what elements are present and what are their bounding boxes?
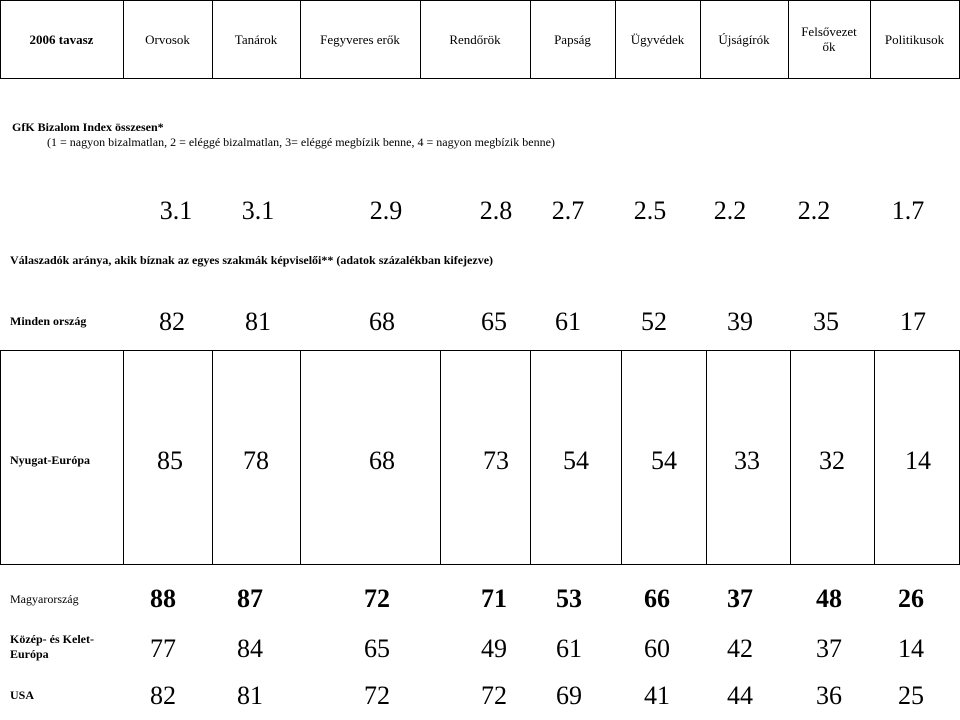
table-cell: 35 <box>813 307 839 336</box>
table-cell: 85 <box>157 446 183 475</box>
table-cell: 54 <box>563 446 589 475</box>
table-cell: 37 <box>727 584 753 613</box>
header-divider <box>615 0 616 78</box>
row-divider <box>0 350 960 351</box>
table-cell: 72 <box>481 681 507 710</box>
table-cell: 32 <box>819 446 845 475</box>
index-title: GfK Bizalom Index összesen* <box>12 120 164 134</box>
header-divider <box>870 0 871 78</box>
table-cell: 36 <box>816 681 842 710</box>
header-divider <box>0 0 1 78</box>
table-cell: 72 <box>364 584 390 613</box>
table-cell: 17 <box>900 307 926 336</box>
row-label-all-countries: Minden ország <box>10 314 87 328</box>
header-divider <box>420 0 421 78</box>
header-col-doctors: Orvosok <box>145 31 190 47</box>
column-divider <box>706 350 707 564</box>
table-cell: 26 <box>898 584 924 613</box>
index-value: 3.1 <box>159 196 193 225</box>
header-col-police: Rendőrök <box>449 31 501 47</box>
table-cell: 66 <box>644 584 670 613</box>
column-divider <box>790 350 791 564</box>
table-cell: 87 <box>237 584 263 613</box>
table-cell: 78 <box>243 446 269 475</box>
table-top-border <box>0 0 960 1</box>
index-value: 2.7 <box>551 196 585 225</box>
table-cell: 65 <box>364 634 390 663</box>
header-bottom-border <box>0 78 960 79</box>
table-cell: 68 <box>369 307 395 336</box>
table-cell: 41 <box>644 681 670 710</box>
header-col-teachers: Tanárok <box>234 31 278 47</box>
index-value: 2.5 <box>633 196 667 225</box>
header-divider <box>788 0 789 78</box>
header-divider <box>700 0 701 78</box>
header-col-politicians: Politikusok <box>884 31 945 47</box>
table-cell: 84 <box>237 634 263 663</box>
column-divider <box>874 350 875 564</box>
column-divider <box>0 350 1 564</box>
column-divider <box>212 350 213 564</box>
table-cell: 14 <box>905 446 931 475</box>
table-cell: 39 <box>727 307 753 336</box>
table-cell: 14 <box>898 634 924 663</box>
table-cell: 48 <box>816 584 842 613</box>
table-cell: 33 <box>734 446 760 475</box>
index-value: 2.2 <box>713 196 747 225</box>
header-col-armed-forces: Fegyveres erők <box>320 31 400 47</box>
header-col-clergy: Papság <box>554 31 591 47</box>
table-cell: 60 <box>644 634 670 663</box>
table-cell: 69 <box>556 681 582 710</box>
table-cell: 81 <box>237 681 263 710</box>
table-cell: 73 <box>483 446 509 475</box>
index-value: 1.7 <box>891 196 925 225</box>
index-value: 2.9 <box>369 196 403 225</box>
index-value: 2.2 <box>797 196 831 225</box>
table-cell: 25 <box>898 681 924 710</box>
header-col-lawyers: Ügyvédek <box>630 31 685 47</box>
column-divider <box>440 350 441 564</box>
column-divider <box>300 350 301 564</box>
header-col-journalists: Újságírók <box>718 31 770 47</box>
row-label-hungary: Magyarország <box>10 592 79 606</box>
table-cell: 77 <box>150 634 176 663</box>
table-cell: 52 <box>641 307 667 336</box>
table-cell: 82 <box>159 307 185 336</box>
table-cell: 54 <box>651 446 677 475</box>
header-divider <box>212 0 213 78</box>
header-col-executives: Felsővezet ők <box>801 24 857 54</box>
header-divider <box>123 0 124 78</box>
table-cell: 44 <box>727 681 753 710</box>
table-cell: 37 <box>816 634 842 663</box>
row-label-central-eastern-europe: Közép- és Kelet-Európa <box>10 632 94 661</box>
table-cell: 65 <box>481 307 507 336</box>
index-scale: (1 = nagyon bizalmatlan, 2 = eléggé biza… <box>47 135 555 149</box>
table-cell: 61 <box>556 634 582 663</box>
table-cell: 61 <box>555 307 581 336</box>
table-cell: 81 <box>245 307 271 336</box>
row-label-usa: USA <box>10 688 35 702</box>
header-year: 2006 tavasz <box>29 31 94 47</box>
table-cell: 82 <box>150 681 176 710</box>
row-divider <box>0 564 960 565</box>
header-divider <box>530 0 531 78</box>
table-cell: 71 <box>481 584 507 613</box>
index-value: 2.8 <box>479 196 513 225</box>
table-cell: 88 <box>150 584 176 613</box>
column-divider <box>530 350 531 564</box>
section-title: Válaszadók aránya, akik bíznak az egyes … <box>10 253 494 267</box>
table-cell: 42 <box>727 634 753 663</box>
table-cell: 68 <box>369 446 395 475</box>
header-divider <box>300 0 301 78</box>
row-label-western-europe: Nyugat-Európa <box>10 453 91 467</box>
table-cell: 49 <box>481 634 507 663</box>
index-value: 3.1 <box>241 196 275 225</box>
table-cell: 72 <box>364 681 390 710</box>
column-divider <box>123 350 124 564</box>
table-cell: 53 <box>556 584 582 613</box>
column-divider <box>621 350 622 564</box>
